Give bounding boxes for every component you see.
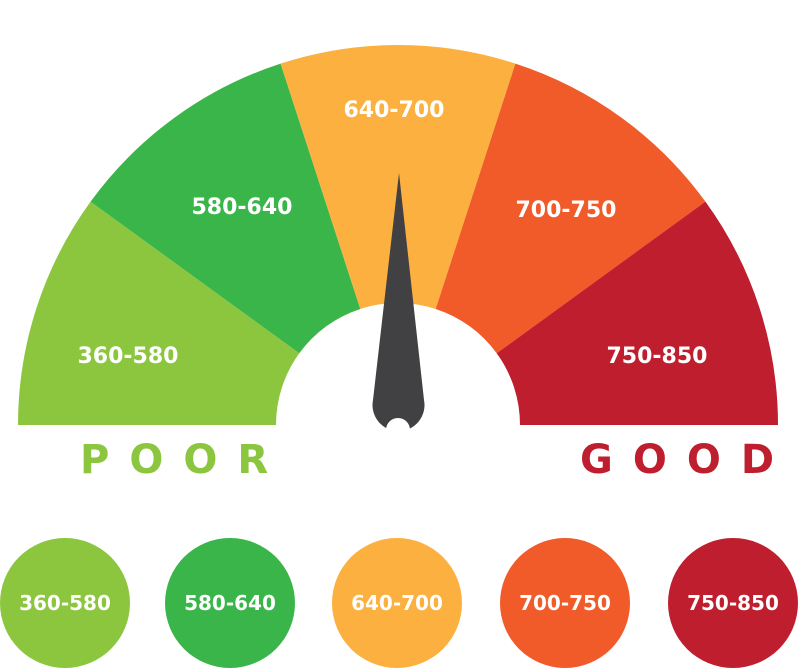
legend-label: 700-750	[519, 591, 611, 615]
legend-label: 580-640	[184, 591, 276, 615]
legend-label: 360-580	[19, 591, 111, 615]
legend-circle-580-640: 580-640	[165, 538, 295, 668]
gauge-segment-360-580	[18, 201, 300, 425]
gauge-segment-700-750	[435, 63, 706, 354]
gauge-label-580-640: 580-640	[192, 195, 293, 220]
gauge-label-700-750: 700-750	[516, 198, 617, 223]
gauge-label-360-580: 360-580	[78, 344, 179, 369]
needle-pivot-hole	[386, 418, 410, 430]
legend-label: 750-850	[687, 591, 779, 615]
gauge-segment-640-700	[280, 45, 516, 309]
legend-circle-360-580: 360-580	[0, 538, 130, 668]
gauge-segment-580-640	[90, 63, 361, 354]
legend-label: 640-700	[351, 591, 443, 615]
score-legend: 360-580 580-640 640-700 700-750 750-850	[0, 538, 798, 668]
gauge-needle	[372, 173, 425, 430]
legend-circle-640-700: 640-700	[332, 538, 462, 668]
gauge-label-750-850: 750-850	[607, 344, 708, 369]
legend-circle-700-750: 700-750	[500, 538, 630, 668]
needle-pointer	[372, 173, 425, 430]
good-label: GOOD	[580, 437, 795, 483]
legend-circle-750-850: 750-850	[668, 538, 798, 668]
poor-label: POOR	[80, 437, 289, 483]
gauge-label-640-700: 640-700	[344, 98, 445, 123]
credit-score-gauge: 360-580 580-640 640-700 700-750 750-850	[18, 45, 778, 430]
gauge-segment-750-850	[496, 201, 778, 425]
